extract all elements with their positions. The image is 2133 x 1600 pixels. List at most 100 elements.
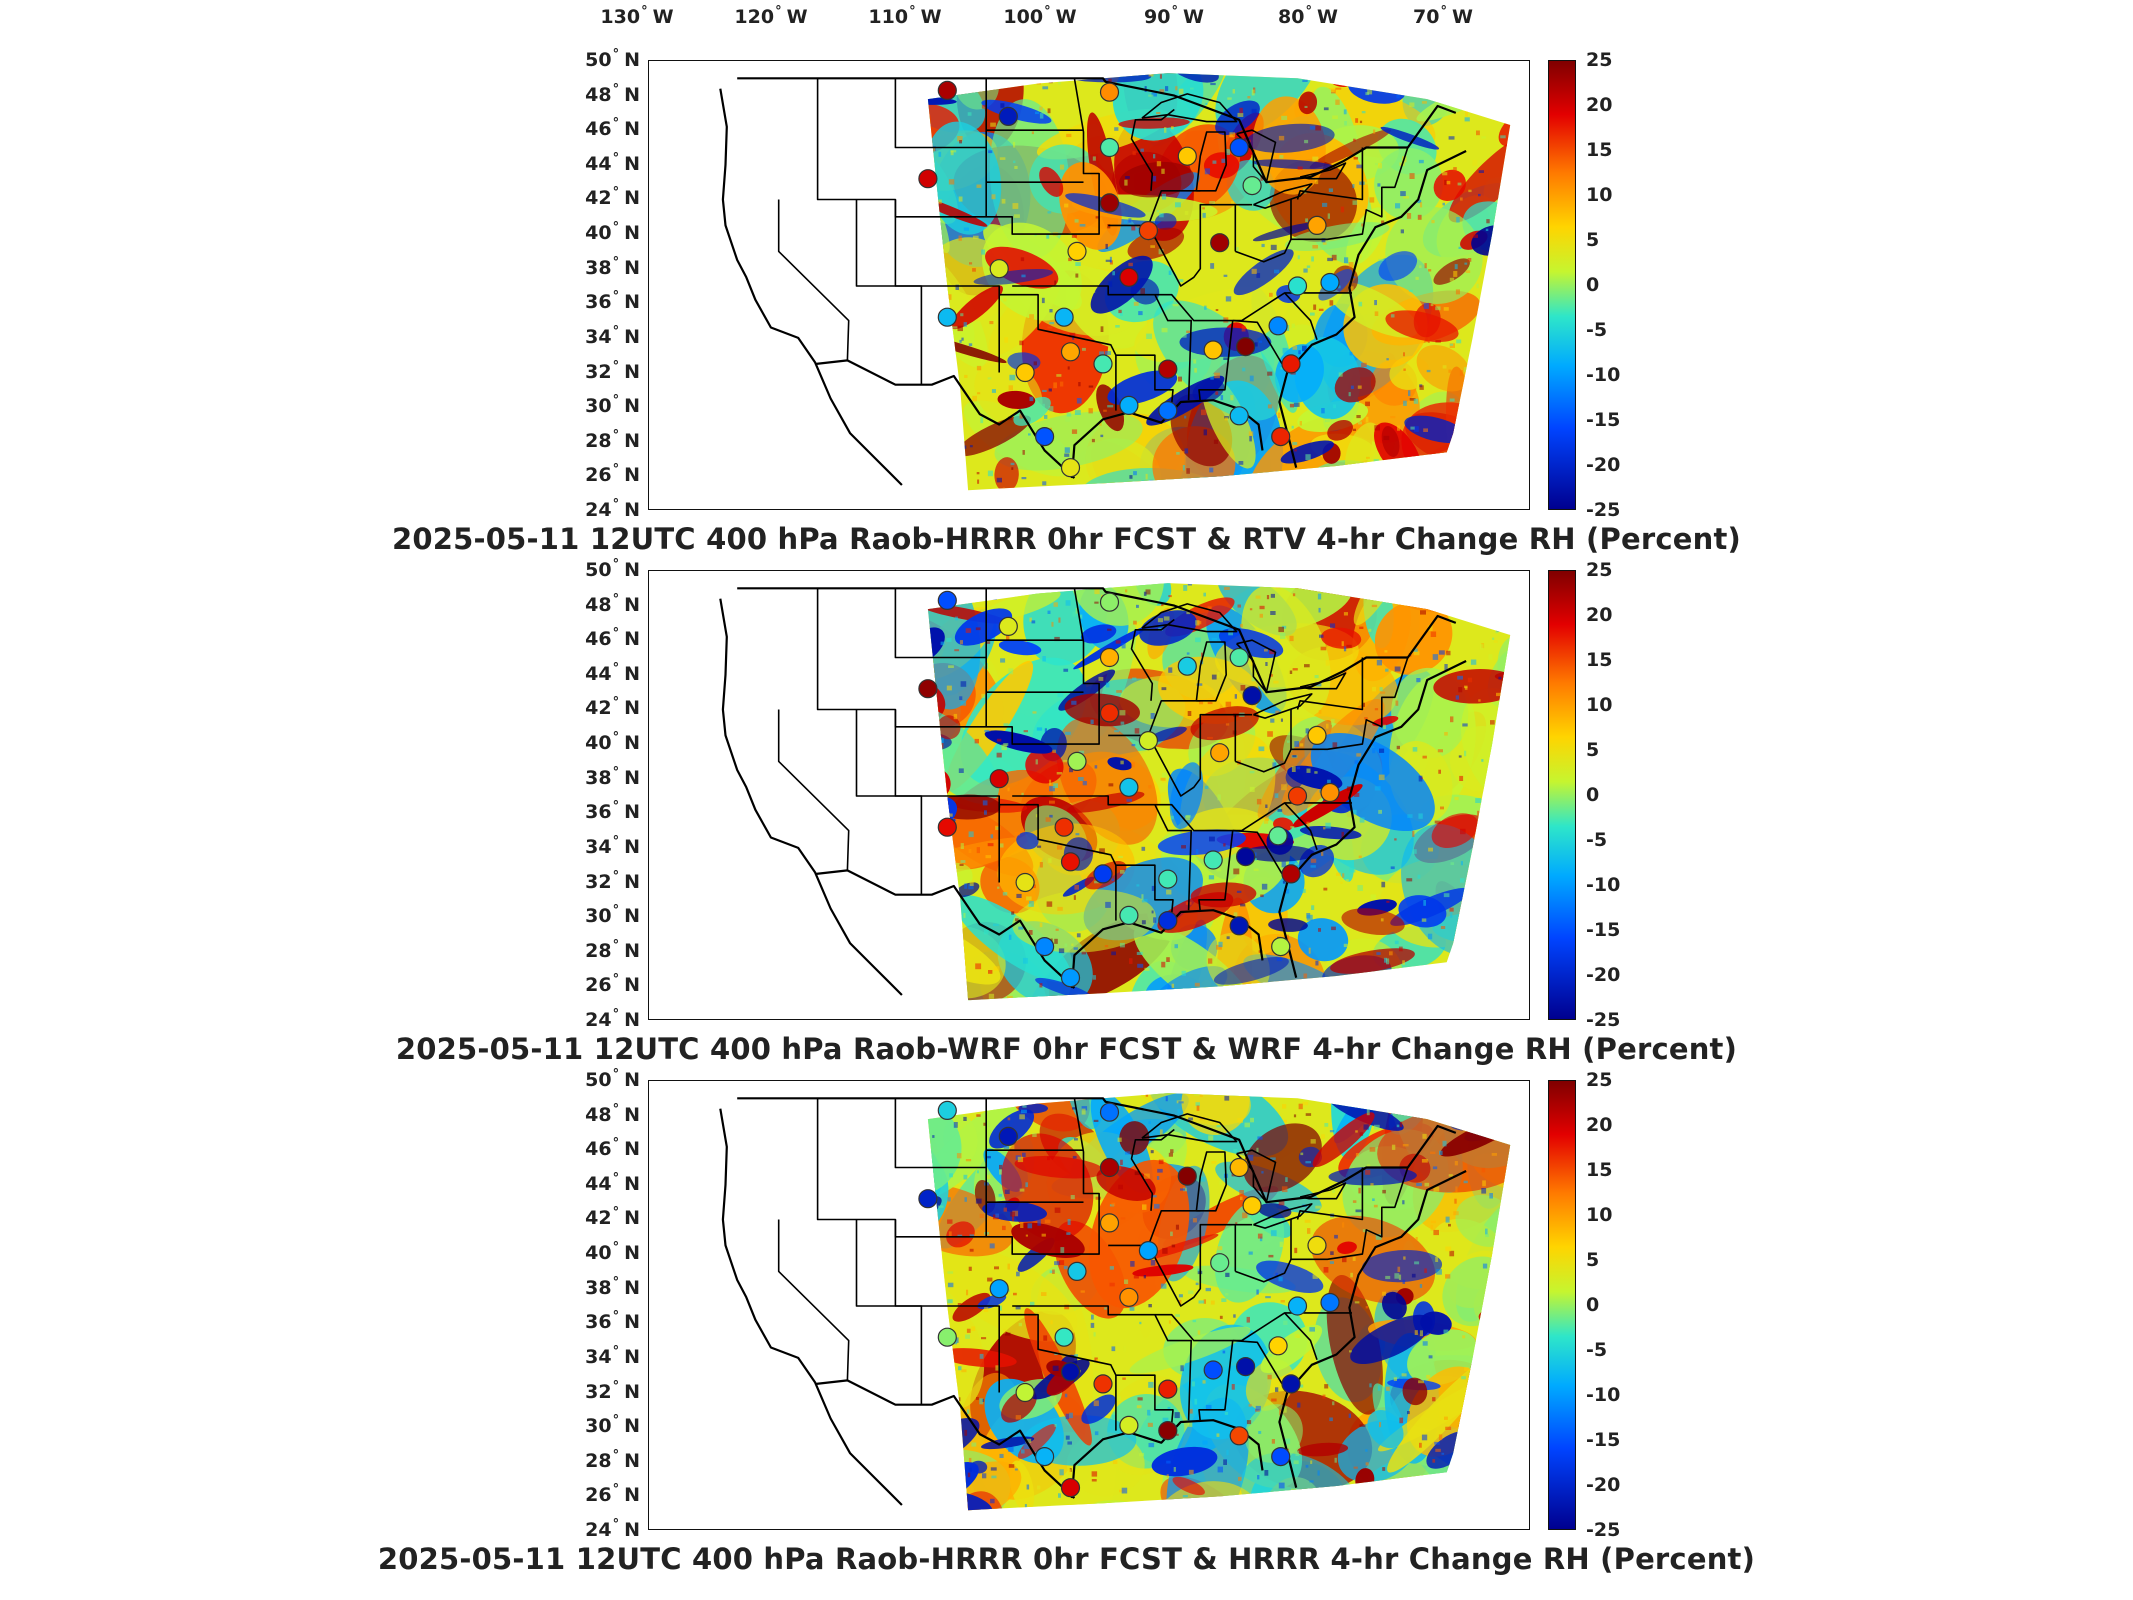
raob-station-marker bbox=[1035, 1447, 1055, 1467]
longitude-axis: 130° W 120° W 110° W 100° W 90° W 80° W 70° W bbox=[0, 4, 2133, 36]
lat-label: 34° N bbox=[585, 323, 640, 348]
raob-station-marker bbox=[1158, 1421, 1178, 1441]
colorbar-tick-label: 15 bbox=[1586, 649, 1613, 671]
raob-station-marker bbox=[1099, 647, 1120, 668]
raob-station-marker bbox=[1271, 1447, 1291, 1467]
colorbar-tick-label: 20 bbox=[1586, 1114, 1613, 1136]
lat-label: 26° N bbox=[585, 1482, 640, 1507]
raob-station-marker bbox=[937, 1100, 957, 1120]
lat-label: 30° N bbox=[585, 393, 640, 418]
raob-station-marker bbox=[1177, 1166, 1197, 1186]
raob-station-marker bbox=[1015, 1382, 1035, 1403]
raob-station-marker bbox=[989, 259, 1009, 279]
colorbar-tick-label: -25 bbox=[1586, 1519, 1621, 1541]
raob-station-marker bbox=[1229, 1426, 1249, 1446]
raob-stations bbox=[918, 590, 1340, 988]
lat-label: 24° N bbox=[585, 1517, 640, 1541]
raob-station-marker bbox=[937, 307, 957, 327]
raob-station-marker bbox=[1242, 685, 1262, 706]
colorbar-tick-label: 25 bbox=[1586, 49, 1613, 71]
raob-station-marker bbox=[1099, 1102, 1120, 1122]
lat-label: 46° N bbox=[585, 1136, 640, 1161]
colorbar-tick-label: -10 bbox=[1586, 364, 1621, 386]
raob-station-marker bbox=[1307, 1235, 1327, 1255]
colorbar-tick-label: -5 bbox=[1586, 319, 1608, 341]
colorbar-tick-label: -20 bbox=[1586, 454, 1621, 476]
colorbar-tick-label: 10 bbox=[1586, 184, 1613, 206]
raob-station-marker bbox=[989, 769, 1009, 789]
raob-station-marker bbox=[1067, 1261, 1087, 1281]
lon-label: 80° W bbox=[1278, 4, 1338, 28]
lon-label: 100° W bbox=[1003, 4, 1077, 28]
raob-station-marker bbox=[1320, 272, 1340, 293]
colorbar-tick-label: -25 bbox=[1586, 1009, 1621, 1031]
raob-station-marker bbox=[1119, 777, 1139, 797]
lat-label: 28° N bbox=[585, 1447, 640, 1472]
lat-label: 40° N bbox=[585, 730, 640, 755]
raob-station-marker bbox=[1060, 1362, 1081, 1382]
raob-station-marker bbox=[1015, 362, 1035, 383]
colorbar-tick-label: 0 bbox=[1586, 1294, 1600, 1316]
panel-title: 2025-05-11 12UTC 400 hPa Raob-HRRR 0hr F… bbox=[377, 1542, 1756, 1576]
panel-title: 2025-05-11 12UTC 400 hPa Raob-WRF 0hr FC… bbox=[395, 1032, 1738, 1066]
lat-label: 38° N bbox=[585, 764, 640, 789]
raob-station-marker bbox=[1229, 137, 1249, 158]
raob-station-marker bbox=[1093, 354, 1113, 374]
colorbar-tick-label: -5 bbox=[1586, 1339, 1608, 1361]
raob-station-marker bbox=[1119, 395, 1139, 415]
raob-station-marker bbox=[1235, 337, 1256, 357]
raob-station-marker bbox=[1060, 968, 1081, 988]
raob-station-marker bbox=[1035, 427, 1055, 447]
raob-station-marker bbox=[1099, 137, 1120, 158]
raob-station-marker bbox=[1099, 703, 1120, 723]
raob-station-marker bbox=[1203, 340, 1223, 360]
raob-station-marker bbox=[1177, 656, 1197, 676]
raob-station-marker bbox=[1067, 241, 1087, 261]
lon-label: 110° W bbox=[868, 4, 942, 28]
map-panel-3 bbox=[648, 1080, 1530, 1530]
lat-label: 44° N bbox=[585, 150, 640, 175]
raob-station-marker bbox=[1054, 307, 1074, 327]
lat-label: 26° N bbox=[585, 462, 640, 487]
raob-station-marker bbox=[1099, 592, 1120, 612]
lon-label: 120° W bbox=[734, 4, 808, 28]
raob-station-marker bbox=[1320, 782, 1340, 803]
raob-station-marker bbox=[1307, 725, 1327, 745]
raob-station-marker bbox=[1119, 267, 1139, 287]
colorbar-tick-label: -15 bbox=[1586, 1429, 1621, 1451]
raob-station-marker bbox=[1235, 1357, 1256, 1377]
raob-station-marker bbox=[918, 679, 938, 699]
raob-station-marker bbox=[1242, 1195, 1262, 1216]
raob-station-marker bbox=[998, 1126, 1018, 1147]
raob-station-marker bbox=[1060, 458, 1081, 478]
raob-station-marker bbox=[1229, 406, 1249, 426]
raob-station-marker bbox=[1158, 911, 1178, 931]
lat-label: 50° N bbox=[585, 47, 640, 71]
raob-station-marker bbox=[1235, 847, 1256, 867]
raob-station-marker bbox=[1158, 359, 1178, 379]
panel-title: 2025-05-11 12UTC 400 hPa Raob-HRRR 0hr F… bbox=[392, 522, 1741, 556]
raob-station-marker bbox=[1268, 316, 1288, 336]
raob-stations bbox=[918, 80, 1340, 478]
colorbar-tick-label: 0 bbox=[1586, 274, 1600, 296]
lat-label: 48° N bbox=[585, 81, 640, 106]
colorbar-tick-label: -10 bbox=[1586, 1384, 1621, 1406]
raob-station-marker bbox=[937, 80, 957, 100]
lat-label: 36° N bbox=[585, 799, 640, 824]
raob-station-marker bbox=[1060, 1478, 1081, 1498]
raob-station-marker bbox=[998, 616, 1018, 637]
colorbar-tick-label: 10 bbox=[1586, 1204, 1613, 1226]
lat-label: 30° N bbox=[585, 903, 640, 928]
colorbar-tick-label: 25 bbox=[1586, 1069, 1613, 1091]
lat-label: 48° N bbox=[585, 591, 640, 616]
raob-station-marker bbox=[1099, 193, 1120, 213]
rh-change-field bbox=[927, 73, 1511, 491]
raob-station-marker bbox=[1320, 1292, 1340, 1313]
raob-station-marker bbox=[1281, 354, 1301, 374]
lat-label: 40° N bbox=[585, 1240, 640, 1265]
raob-station-marker bbox=[1210, 743, 1230, 763]
lat-label: 42° N bbox=[585, 1205, 640, 1230]
lat-label: 32° N bbox=[585, 1378, 640, 1403]
lon-label: 70° W bbox=[1413, 4, 1473, 28]
lon-label: 130° W bbox=[600, 4, 674, 28]
